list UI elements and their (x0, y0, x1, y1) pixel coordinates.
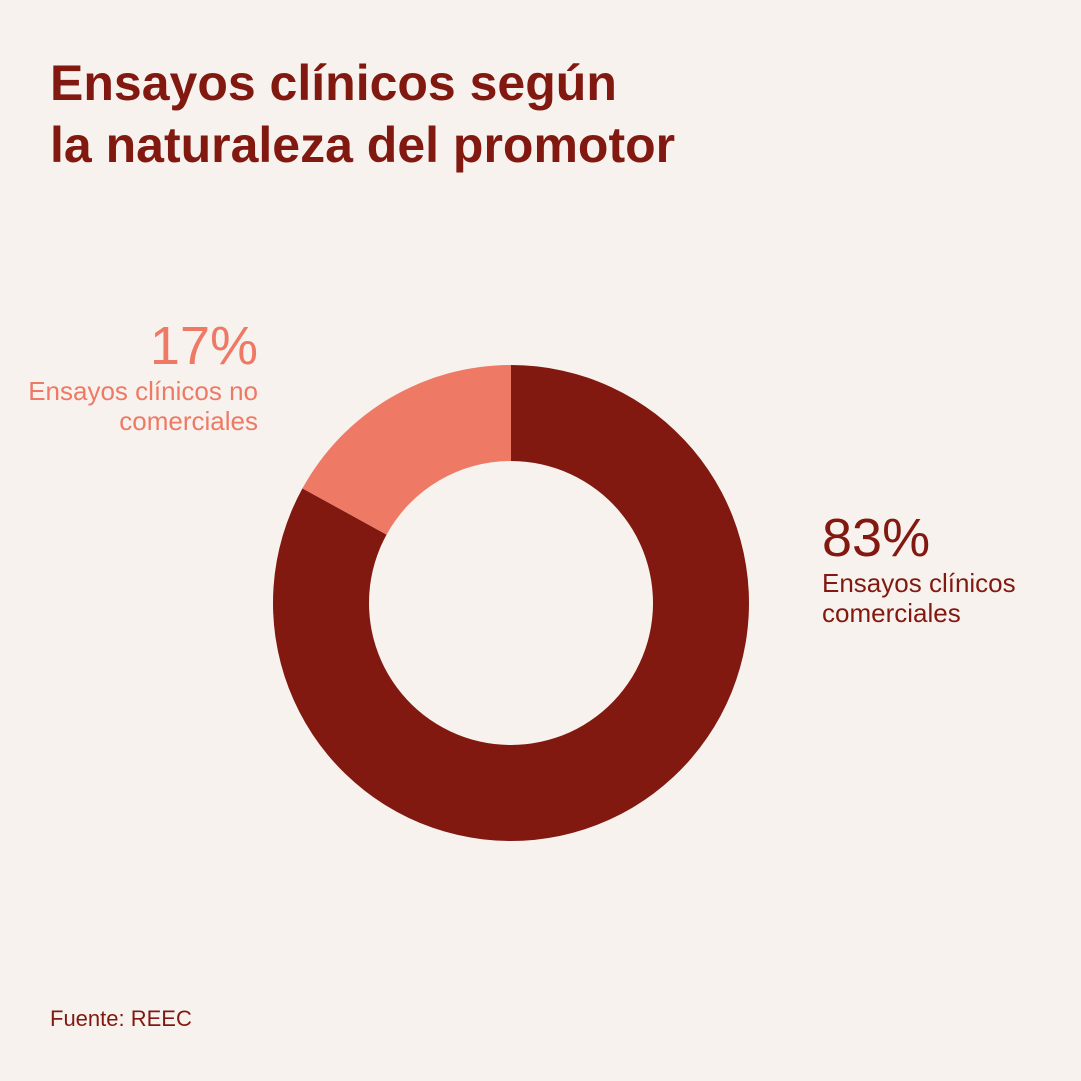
slice-label: 83% Ensayos clínicos comerciales (822, 508, 1052, 628)
category-label: Ensayos clínicos comerciales (822, 568, 1016, 628)
chart-title: Ensayos clínicos según la naturaleza del… (50, 52, 675, 176)
donut-slice (302, 365, 511, 535)
title-line: la naturaleza del promotor (50, 117, 676, 173)
source: Fuente: REEC (50, 1006, 192, 1031)
title-line: Ensayos clínicos según (50, 55, 617, 111)
slice-label: 17% Ensayos clínicos no comerciales (28, 316, 258, 436)
value-label: 83% (822, 508, 931, 568)
value-label: 17% (149, 316, 258, 376)
category-label: Ensayos clínicos no comerciales (28, 376, 258, 436)
donut-slice (273, 365, 749, 842)
